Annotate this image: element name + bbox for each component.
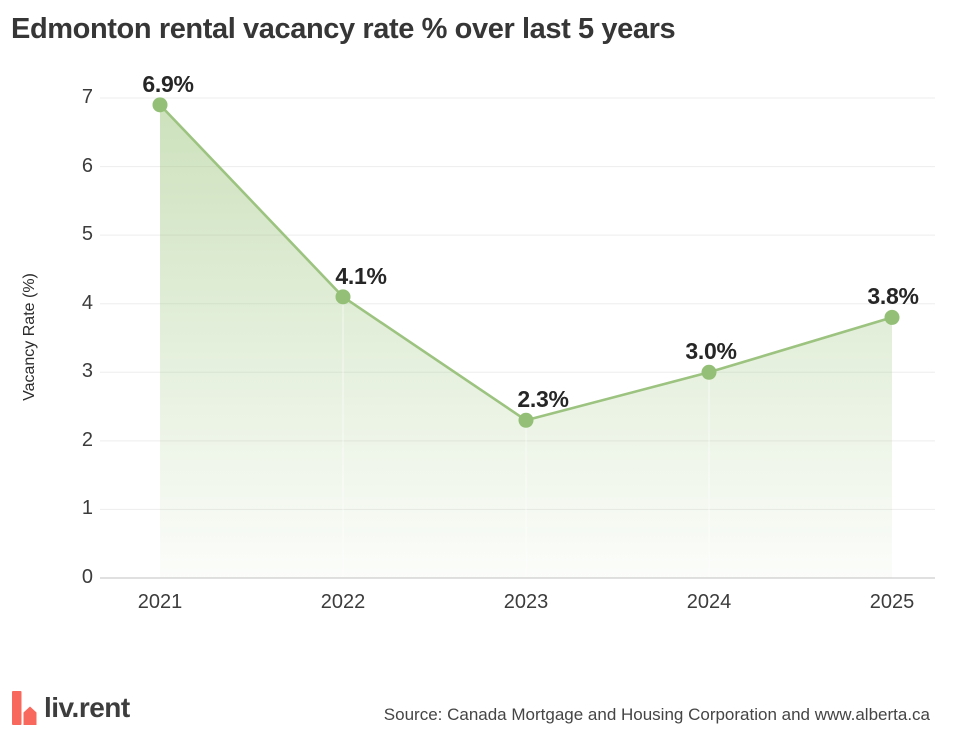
y-tick-label: 0	[81, 566, 93, 588]
y-tick-label: 5	[81, 223, 93, 246]
x-tick-label: 2024	[686, 591, 732, 613]
x-tick-label: 2021	[137, 591, 183, 613]
y-tick-label: 7	[81, 86, 93, 108]
data-point-dot	[335, 289, 351, 305]
y-tick-label: 4	[81, 291, 93, 314]
data-point-label: 3.8%	[867, 283, 919, 310]
x-tick-label: 2025	[869, 591, 915, 613]
x-tick-label: 2023	[503, 591, 549, 613]
data-point-label: 2.3%	[517, 386, 569, 413]
y-tick-label: 3	[81, 360, 93, 383]
page-title: Edmonton rental vacancy rate % over last…	[11, 13, 676, 45]
data-point-dot	[884, 309, 900, 325]
x-tick-label: 2022	[320, 591, 366, 613]
livrent-logo-icon	[12, 691, 37, 725]
y-tick-label: 2	[81, 428, 93, 451]
data-point-label: 3.0%	[685, 338, 737, 365]
livrent-logo: liv.rent	[12, 691, 130, 725]
data-point-label: 4.1%	[335, 262, 387, 289]
y-tick-label: 1	[81, 497, 93, 520]
source-attribution: Source: Canada Mortgage and Housing Corp…	[383, 705, 930, 724]
livrent-logo-text: liv.rent	[44, 692, 130, 723]
data-point-dot	[518, 412, 534, 428]
y-tick-label: 6	[81, 154, 93, 177]
data-point-label: 6.9%	[142, 70, 194, 97]
data-point-dot	[152, 97, 168, 113]
data-point-dot	[701, 364, 717, 380]
